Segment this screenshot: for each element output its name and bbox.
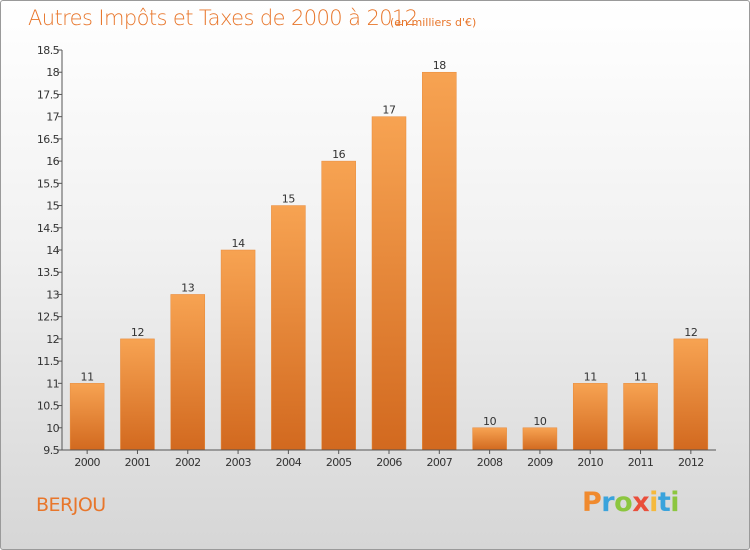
bar-2000 bbox=[69, 383, 105, 451]
y-tick-label: 14.5 bbox=[37, 222, 60, 235]
chart-title: Autres Impôts et Taxes de 2000 à 2012 bbox=[28, 6, 418, 30]
logo-letter: P bbox=[582, 487, 602, 518]
y-tick-label: 13.5 bbox=[37, 266, 60, 279]
y-tick-label: 10.5 bbox=[37, 400, 60, 413]
x-tick-label: 2002 bbox=[175, 456, 201, 469]
y-tick-label: 9.5 bbox=[43, 444, 59, 457]
y-tick-label: 11 bbox=[46, 377, 59, 390]
bar-2008 bbox=[472, 427, 507, 451]
data-label: 10 bbox=[533, 415, 547, 428]
data-label: 15 bbox=[282, 193, 296, 206]
y-tick-label: 16.5 bbox=[37, 133, 60, 146]
logo-letter: o bbox=[614, 487, 633, 518]
logo-letter: t bbox=[657, 487, 671, 518]
y-tick-label: 13 bbox=[46, 288, 59, 301]
x-tick-label: 2006 bbox=[376, 456, 402, 469]
y-tick-label: 15.5 bbox=[37, 177, 60, 190]
x-tick-label: 2003 bbox=[225, 456, 251, 469]
x-tick-label: 2001 bbox=[125, 456, 151, 469]
data-label: 12 bbox=[684, 326, 697, 339]
bar-2003 bbox=[220, 249, 256, 451]
data-label: 11 bbox=[584, 370, 597, 383]
x-tick-label: 2009 bbox=[527, 456, 553, 469]
x-axis: 2000 2001 2002 2003 2004 2005 2006 2007 2008 2009… bbox=[62, 449, 716, 469]
y-tick-label: 14 bbox=[46, 244, 59, 257]
proxiti-logo: Proxiti bbox=[582, 487, 680, 518]
data-label: 16 bbox=[332, 148, 346, 161]
y-tick-label: 15 bbox=[46, 200, 59, 213]
bar-2002 bbox=[170, 294, 206, 451]
data-label: 11 bbox=[634, 370, 647, 383]
bar-2009 bbox=[522, 427, 558, 451]
y-tick-label: 18.5 bbox=[37, 44, 60, 57]
y-tick-label: 11.5 bbox=[37, 355, 60, 368]
logo-letter: i bbox=[649, 487, 658, 518]
bar-2001 bbox=[120, 338, 155, 451]
x-tick-label: 2010 bbox=[577, 456, 603, 469]
data-label: 11 bbox=[81, 370, 94, 383]
data-label: 14 bbox=[231, 237, 245, 250]
y-tick-label: 16 bbox=[46, 155, 59, 168]
logo-letter: i bbox=[670, 487, 680, 518]
bar-2005 bbox=[321, 160, 356, 451]
y-tick-label: 18 bbox=[46, 66, 59, 79]
y-tick-label: 17.5 bbox=[37, 88, 60, 101]
data-label: 17 bbox=[382, 104, 396, 117]
x-tick-label: 2008 bbox=[477, 456, 503, 469]
bar-2006 bbox=[371, 116, 407, 451]
bar-2004 bbox=[271, 205, 306, 451]
x-tick-label: 2004 bbox=[276, 456, 302, 469]
commune-name: BERJOU bbox=[36, 494, 106, 516]
bars: 11 12 13 14 15 16 17 18 10 10 11 11 12 bbox=[69, 59, 709, 451]
data-label: 13 bbox=[181, 281, 195, 294]
bar-2010 bbox=[572, 383, 608, 451]
bar-2012 bbox=[673, 338, 709, 451]
y-tick-label: 12.5 bbox=[37, 311, 60, 324]
x-tick-label: 2000 bbox=[74, 456, 100, 469]
x-tick-label: 2011 bbox=[628, 456, 654, 469]
data-label: 12 bbox=[131, 326, 144, 339]
bar-2007 bbox=[422, 71, 457, 451]
bar-2011 bbox=[623, 383, 658, 451]
chart-subtitle: (en milliers d'€) bbox=[390, 16, 477, 29]
data-label: 10 bbox=[483, 415, 497, 428]
y-tick-label: 12 bbox=[46, 333, 59, 346]
y-axis: 9.5 10 10.5 11 11.5 12 12.5 13 13.5 14 14.5 15 15.5 1… bbox=[37, 44, 63, 457]
logo-letter: x bbox=[632, 487, 650, 518]
x-tick-label: 2005 bbox=[326, 456, 352, 469]
y-tick-label: 17 bbox=[46, 111, 59, 124]
x-tick-label: 2007 bbox=[427, 456, 453, 469]
logo-letter: r bbox=[601, 487, 615, 518]
x-tick-label: 2012 bbox=[678, 456, 704, 469]
data-label: 18 bbox=[433, 59, 447, 72]
y-tick-label: 10 bbox=[46, 422, 59, 435]
